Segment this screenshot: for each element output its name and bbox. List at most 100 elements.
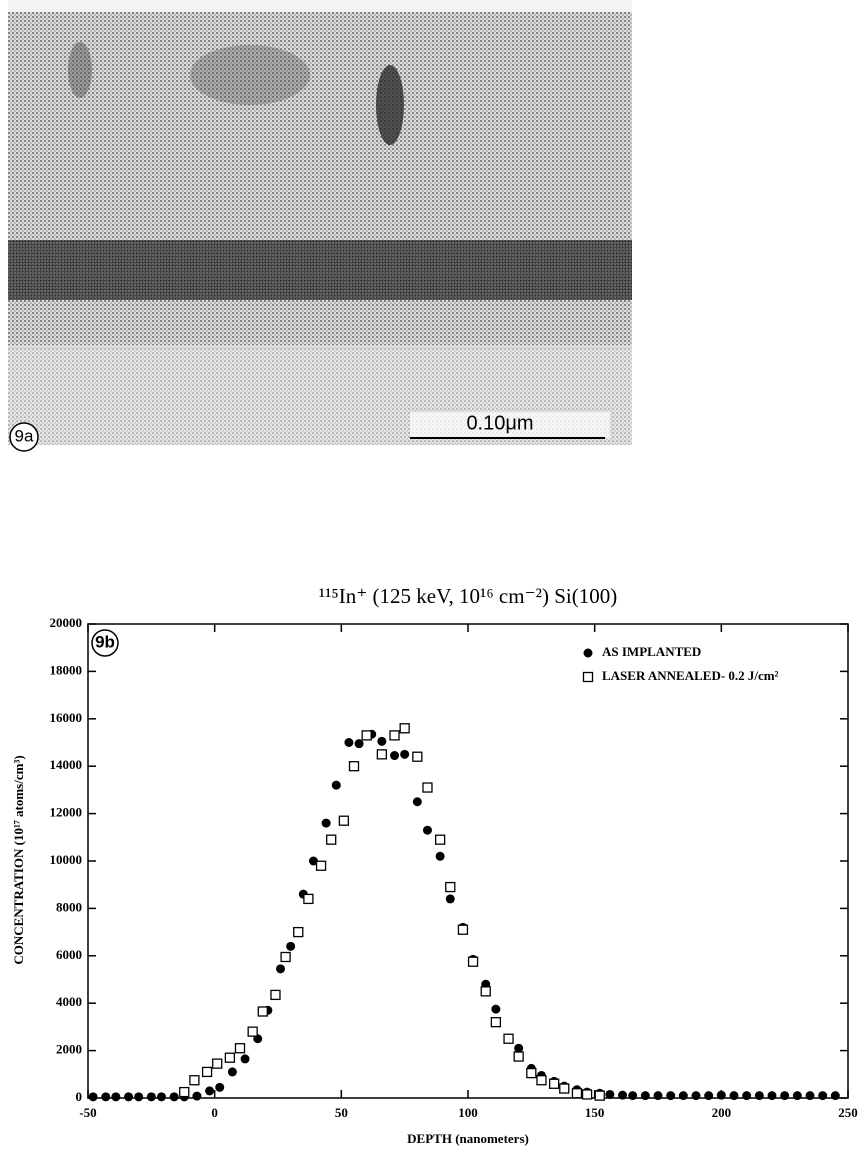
data-point <box>124 1092 134 1102</box>
data-point <box>88 1092 98 1102</box>
data-point <box>548 1078 560 1089</box>
data-point <box>354 739 364 749</box>
data-point <box>490 1017 502 1028</box>
data-point <box>640 1091 650 1101</box>
data-point <box>445 894 455 904</box>
data-point <box>412 751 423 762</box>
data-point <box>767 1091 777 1101</box>
data-point <box>101 1092 111 1102</box>
data-point <box>457 924 469 935</box>
data-point <box>286 941 296 951</box>
data-point <box>270 989 281 1001</box>
data-point <box>628 1091 638 1101</box>
data-point <box>212 1058 223 1069</box>
y-tick-label: 14000 <box>50 757 83 772</box>
data-point <box>169 1092 179 1102</box>
x-tick-label: 0 <box>211 1105 218 1120</box>
data-point <box>247 1026 258 1037</box>
data-point <box>780 1091 790 1101</box>
data-point <box>227 1067 237 1077</box>
data-point <box>257 1006 268 1017</box>
data-point <box>422 782 433 793</box>
y-tick-label: 8000 <box>56 899 82 914</box>
data-point <box>215 1082 225 1092</box>
scale-bar-label: 0.10μm <box>466 412 533 434</box>
data-point <box>581 1089 593 1100</box>
data-point <box>315 860 327 871</box>
x-tick-label: 150 <box>585 1105 605 1120</box>
data-point <box>480 986 491 997</box>
data-point <box>276 964 286 974</box>
data-point <box>678 1091 688 1101</box>
data-point <box>742 1091 752 1101</box>
x-axis-label: DEPTH (nanometers) <box>407 1131 529 1146</box>
data-point <box>412 797 422 807</box>
y-tick-label: 4000 <box>56 994 82 1009</box>
data-point <box>605 1089 615 1099</box>
data-point <box>179 1086 190 1098</box>
chart-title: ¹¹⁵In⁺ (125 keV, 10¹⁶ cm⁻²) Si(100) <box>319 584 617 608</box>
data-point <box>146 1092 156 1102</box>
data-point <box>434 834 446 845</box>
data-point <box>201 1066 213 1078</box>
data-point <box>536 1075 547 1086</box>
data-point <box>240 1054 250 1064</box>
panel-b-circle <box>91 629 119 657</box>
data-point <box>280 951 291 963</box>
data-point <box>514 1043 524 1053</box>
data-point <box>111 1092 121 1102</box>
data-point <box>376 749 388 760</box>
data-point <box>691 1091 701 1101</box>
data-point <box>156 1092 166 1102</box>
legend-label: LASER ANNEALED- 0.2 J/cm² <box>602 668 779 683</box>
data-point <box>559 1083 570 1094</box>
y-tick-label: 0 <box>76 1089 83 1104</box>
panel-a-label: 9a <box>15 426 34 445</box>
data-point <box>594 1090 605 1101</box>
y-tick-label: 16000 <box>50 710 83 725</box>
data-point <box>467 956 479 967</box>
data-point <box>716 1090 726 1100</box>
data-point <box>399 723 410 734</box>
data-point <box>830 1091 840 1101</box>
data-point <box>792 1091 802 1101</box>
data-point <box>331 780 341 790</box>
data-point <box>435 851 445 861</box>
data-point <box>390 751 400 761</box>
legend-marker <box>582 671 594 683</box>
x-tick-label: 100 <box>458 1105 478 1120</box>
x-tick-label: 50 <box>335 1105 348 1120</box>
data-point <box>321 818 331 828</box>
plot-frame <box>87 623 849 1099</box>
data-point <box>513 1051 524 1062</box>
data-point <box>571 1088 583 1099</box>
data-point <box>666 1091 676 1101</box>
data-point <box>445 881 456 893</box>
legend-label: AS IMPLANTED <box>602 644 701 659</box>
data-point <box>338 815 350 826</box>
data-point <box>422 825 432 835</box>
data-point <box>293 926 304 938</box>
data-point <box>344 738 354 747</box>
data-point <box>326 834 337 845</box>
y-tick-label: 2000 <box>56 1042 82 1057</box>
y-tick-label: 6000 <box>56 947 82 962</box>
data-point <box>205 1086 215 1096</box>
data-point <box>729 1091 739 1101</box>
data-point <box>224 1052 236 1063</box>
data-point <box>189 1075 200 1086</box>
data-point <box>653 1091 663 1101</box>
data-point <box>754 1091 764 1101</box>
y-axis-label: CONCENTRATION (10¹⁷ atoms/cm³) <box>11 755 26 964</box>
data-point <box>308 856 318 866</box>
data-point <box>192 1091 202 1101</box>
micrograph: 9a 0.10μm <box>8 0 632 452</box>
y-tick-label: 18000 <box>50 662 83 677</box>
data-point <box>491 1004 501 1014</box>
x-tick-label: 250 <box>838 1105 858 1120</box>
data-point <box>348 761 360 772</box>
data-point <box>400 749 410 759</box>
data-point <box>377 736 387 746</box>
